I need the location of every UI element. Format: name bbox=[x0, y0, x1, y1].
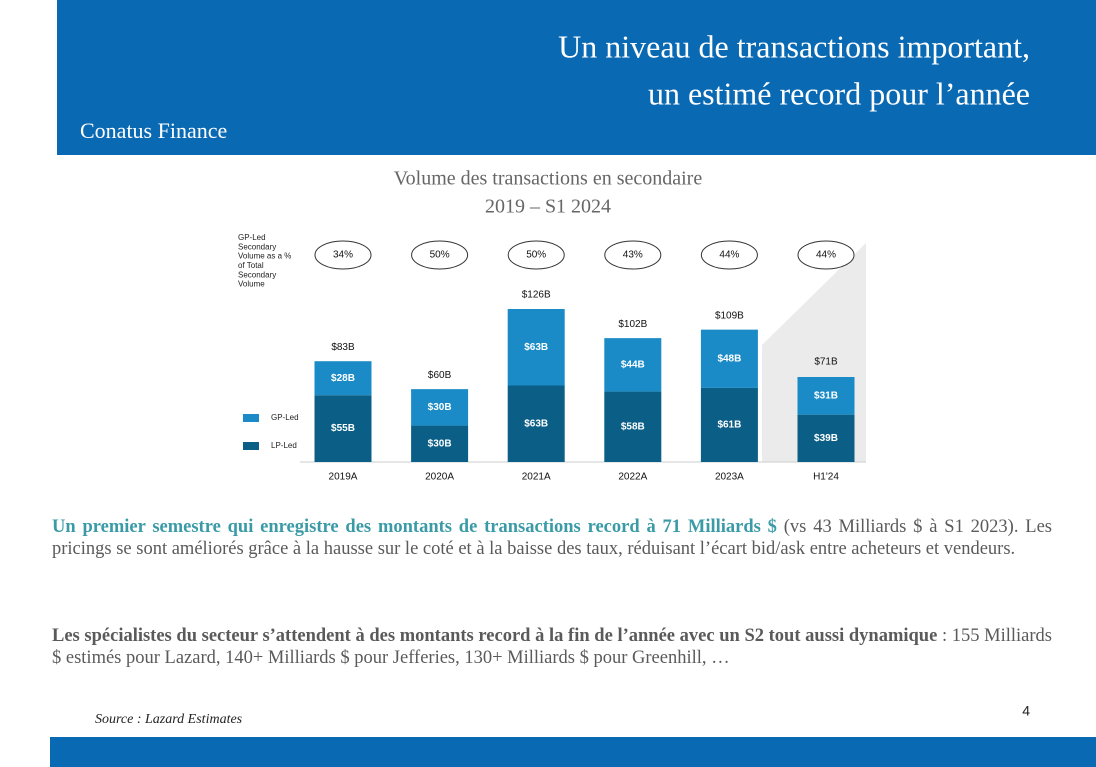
paragraph-text: (vs 43 Milliards $ à S1 2023). Les prici… bbox=[52, 517, 1052, 559]
bar-segment bbox=[507, 385, 565, 462]
share-bubble bbox=[604, 240, 662, 270]
segment-label: $58B bbox=[621, 421, 645, 432]
share-caption: Secondary bbox=[238, 270, 276, 279]
share-caption: GP-Led bbox=[238, 233, 266, 242]
brand: Conatus Finance bbox=[80, 118, 227, 143]
share-label: 50% bbox=[526, 250, 546, 261]
x-tick-label: 2022A bbox=[618, 472, 647, 483]
legend-label: LP-Led bbox=[271, 441, 297, 450]
title-line: Un niveau de transactions important, bbox=[558, 28, 1030, 64]
share-bubble bbox=[411, 240, 469, 270]
bar-segment bbox=[314, 395, 372, 462]
x-tick-label: H1'24 bbox=[813, 472, 839, 483]
footer-band bbox=[50, 737, 1096, 767]
share-label: 50% bbox=[430, 250, 450, 261]
title-line: un estimé record pour l’année bbox=[648, 75, 1030, 111]
total-label: $109B bbox=[715, 310, 744, 321]
share-label: 44% bbox=[719, 250, 739, 261]
x-tick-label: 2023A bbox=[715, 472, 744, 483]
share-caption: Secondary bbox=[238, 242, 276, 251]
bar-segment bbox=[700, 329, 758, 388]
bar-segment bbox=[797, 414, 855, 462]
bar-segment bbox=[700, 387, 758, 462]
x-tick-label: 2021A bbox=[522, 472, 551, 483]
bar-segment bbox=[604, 391, 662, 462]
bar-segment bbox=[411, 389, 469, 426]
paragraph: Les spécialistes du secteur s’attendent … bbox=[52, 625, 1052, 669]
segment-label: $55B bbox=[331, 423, 355, 434]
paragraph-text: : 155 Milliards $ estimés pour Lazard, 1… bbox=[52, 626, 1052, 668]
share-label: 44% bbox=[816, 250, 836, 261]
chart-subtitle: 2019 – S1 2024 bbox=[485, 196, 611, 218]
segment-label: $63B bbox=[524, 342, 548, 353]
x-tick-label: 2020A bbox=[425, 472, 454, 483]
share-label: 43% bbox=[623, 250, 643, 261]
total-label: $102B bbox=[618, 319, 647, 330]
segment-label: $31B bbox=[814, 390, 838, 401]
total-label: $60B bbox=[428, 370, 452, 381]
bar-segment bbox=[314, 361, 372, 396]
share-bubble bbox=[507, 240, 565, 270]
legend-swatch bbox=[243, 442, 259, 450]
paragraph-bold: Un premier semestre qui enregistre des m… bbox=[52, 517, 777, 537]
share-label: 34% bbox=[333, 250, 353, 261]
legend-label: GP-Led bbox=[271, 413, 299, 422]
header-band bbox=[57, 0, 1096, 155]
segment-label: $39B bbox=[814, 433, 838, 444]
bar-segment bbox=[411, 425, 469, 462]
segment-label: $30B bbox=[428, 438, 452, 449]
segment-label: $44B bbox=[621, 359, 645, 370]
source: Source : Lazard Estimates bbox=[95, 712, 243, 727]
segment-label: $28B bbox=[331, 373, 355, 384]
bar-segment bbox=[507, 309, 565, 386]
page-number: 4 bbox=[1022, 703, 1030, 719]
x-tick-label: 2019A bbox=[329, 472, 358, 483]
share-bubble bbox=[314, 240, 372, 270]
total-label: $83B bbox=[331, 342, 355, 353]
paragraph: Un premier semestre qui enregistre des m… bbox=[52, 516, 1052, 560]
share-caption: of Total bbox=[238, 261, 264, 270]
segment-label: $30B bbox=[428, 402, 452, 413]
total-label: $71B bbox=[814, 356, 838, 367]
bar-segment bbox=[797, 377, 855, 415]
share-bubble bbox=[700, 240, 758, 270]
bar-segment bbox=[604, 338, 662, 392]
segment-label: $48B bbox=[717, 353, 741, 364]
segment-label: $61B bbox=[717, 420, 741, 431]
legend-swatch bbox=[243, 414, 259, 422]
paragraph-bold: Les spécialistes du secteur s’attendent … bbox=[52, 626, 938, 646]
share-caption: Volume bbox=[238, 280, 265, 289]
share-bubble bbox=[797, 240, 855, 270]
share-caption: Volume as a % bbox=[238, 252, 291, 261]
chart-title: Volume des transactions en secondaire bbox=[394, 168, 703, 190]
total-label: $126B bbox=[522, 290, 551, 301]
segment-label: $63B bbox=[524, 418, 548, 429]
